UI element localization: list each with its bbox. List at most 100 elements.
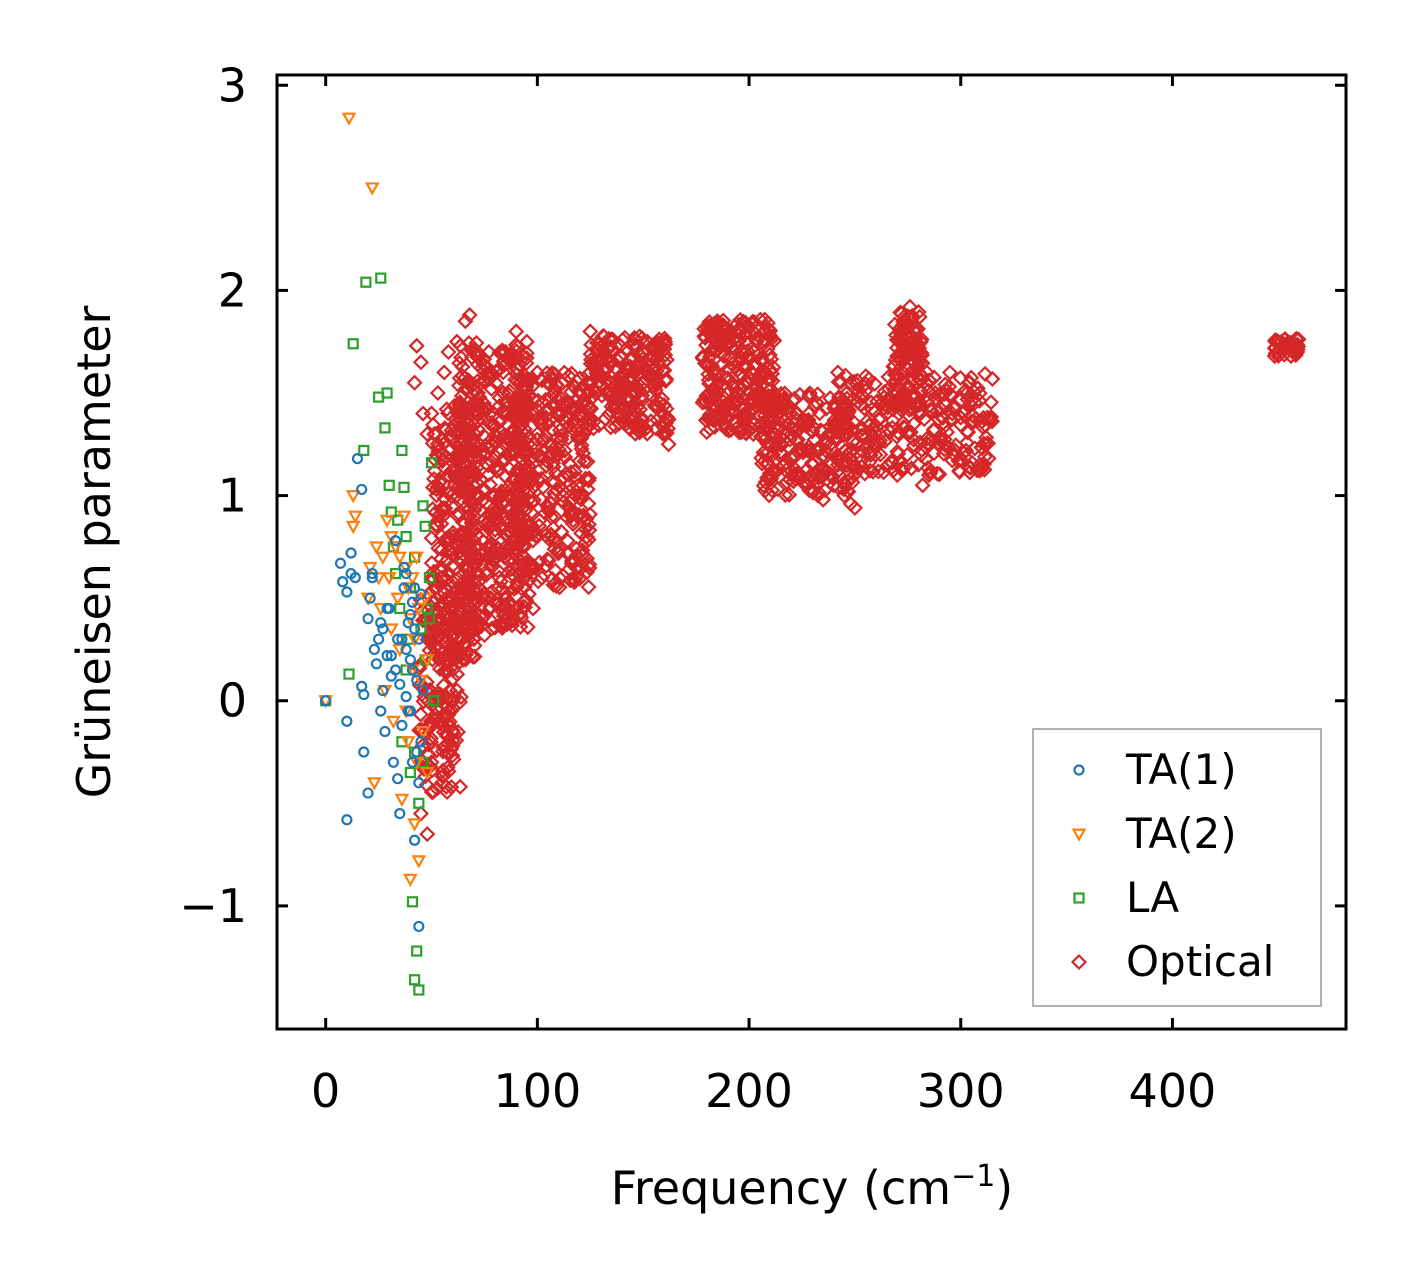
data-point	[842, 495, 859, 512]
data-point	[417, 684, 429, 697]
legend-entry: TA(1)	[1073, 745, 1237, 794]
data-point	[437, 459, 454, 476]
data-point	[726, 413, 743, 430]
data-point	[370, 658, 383, 670]
data-point	[396, 719, 408, 731]
data-point	[839, 417, 856, 434]
data-point	[713, 367, 730, 384]
data-point	[830, 373, 847, 391]
data-point	[976, 461, 993, 478]
data-point	[423, 555, 440, 572]
data-point	[341, 814, 353, 826]
data-point	[511, 420, 528, 437]
data-point	[377, 623, 389, 635]
y-tick-label: 3	[218, 58, 247, 112]
data-point	[511, 441, 528, 458]
data-point	[454, 514, 472, 531]
data-point	[642, 365, 659, 382]
data-point	[550, 545, 567, 562]
data-point	[853, 453, 870, 470]
data-point	[448, 487, 465, 504]
data-point	[545, 458, 562, 475]
data-point	[910, 343, 927, 361]
data-point	[483, 380, 500, 398]
data-point	[899, 424, 916, 441]
data-point	[901, 298, 918, 315]
data-point	[408, 337, 425, 354]
data-point	[400, 531, 412, 543]
data-point	[573, 437, 590, 454]
data-point	[408, 834, 421, 846]
legend-label: TA(2)	[1125, 809, 1237, 858]
data-point	[345, 490, 361, 504]
y-tick-label: 0	[218, 674, 247, 728]
data-point	[829, 456, 847, 473]
data-point	[347, 338, 359, 350]
data-point	[458, 445, 475, 462]
data-point	[379, 422, 391, 434]
data-point	[385, 650, 397, 662]
data-point	[547, 465, 564, 482]
data-point	[438, 778, 455, 795]
data-point	[383, 479, 395, 491]
data-point	[935, 395, 952, 412]
data-point	[647, 398, 664, 416]
data-point	[543, 389, 560, 406]
data-point	[534, 449, 551, 466]
data-point	[520, 491, 537, 508]
data-point	[539, 374, 557, 391]
data-point	[440, 702, 457, 720]
data-point	[854, 443, 871, 460]
data-point	[581, 506, 598, 523]
data-point	[396, 633, 408, 645]
data-point	[443, 558, 461, 575]
data-point	[411, 674, 423, 686]
data-point	[578, 510, 595, 527]
data-point	[415, 726, 431, 740]
data-point	[392, 773, 404, 785]
data-point	[769, 481, 786, 498]
data-point	[889, 348, 906, 365]
data-point	[407, 818, 422, 832]
data-point	[918, 364, 935, 381]
data-point	[471, 567, 488, 584]
data-point	[445, 499, 462, 516]
data-point	[424, 624, 441, 641]
data-point	[448, 333, 465, 350]
data-point	[888, 384, 905, 401]
data-point	[518, 333, 535, 350]
data-point	[905, 387, 922, 404]
data-point	[457, 313, 474, 330]
legend-entry: TA(2)	[1071, 809, 1237, 858]
data-point	[838, 404, 855, 421]
data-point	[486, 487, 504, 504]
data-point	[495, 353, 512, 370]
data-point	[460, 508, 477, 525]
data-point	[388, 541, 403, 555]
data-point	[341, 112, 357, 126]
data-point	[931, 436, 948, 453]
data-point	[772, 419, 789, 436]
data-point	[910, 352, 927, 369]
data-point	[520, 586, 537, 603]
data-point	[513, 368, 530, 386]
data-point	[549, 429, 566, 446]
data-point	[944, 405, 961, 422]
data-point	[420, 746, 437, 763]
data-point	[320, 695, 332, 707]
data-point	[800, 476, 817, 493]
data-point	[519, 619, 536, 636]
data-point	[514, 500, 531, 517]
data-point	[452, 337, 469, 354]
data-point	[406, 596, 419, 608]
data-point	[476, 627, 493, 644]
data-point	[476, 446, 493, 463]
data-point	[504, 445, 522, 462]
data-point	[424, 784, 441, 801]
data-point	[812, 422, 829, 439]
data-point	[493, 615, 510, 633]
data-point	[851, 389, 868, 406]
data-point	[1278, 335, 1295, 352]
data-point	[505, 394, 523, 411]
data-point	[579, 481, 596, 498]
